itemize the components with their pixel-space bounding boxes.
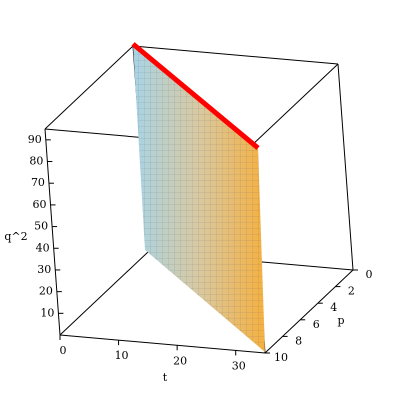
z-tick-label: 40 — [36, 241, 50, 254]
x-tick-label: 0 — [60, 344, 67, 357]
box-edge — [59, 251, 149, 336]
z-tick-label: 90 — [28, 133, 42, 146]
y-tick-label: 8 — [295, 334, 302, 347]
y-tick-label: 0 — [366, 268, 373, 281]
z-tick-label: 10 — [40, 306, 54, 319]
z-tick-label: 20 — [39, 285, 53, 298]
box-edge — [44, 45, 134, 130]
surface-mesh — [133, 44, 265, 352]
box-edge — [264, 269, 354, 354]
box-edge — [44, 128, 61, 336]
x-tick-label: 20 — [173, 354, 187, 367]
x-tick-label: 30 — [232, 359, 246, 372]
z-tick-label: 70 — [31, 176, 45, 189]
box-edge — [337, 63, 354, 271]
z-tick-label: 60 — [33, 198, 47, 211]
y-tick-label: 6 — [313, 318, 320, 331]
z-tick-label: 50 — [34, 220, 48, 233]
box-edge — [132, 45, 339, 65]
box-edge — [249, 63, 339, 148]
surface-edge — [131, 42, 260, 150]
z-tick-label: 80 — [29, 155, 43, 168]
z-tick-label: 30 — [37, 263, 51, 276]
y-tick-label: 4 — [330, 301, 337, 314]
y-tick-label: 10 — [274, 351, 288, 364]
x-axis-label: t — [163, 371, 168, 384]
z-axis-label: q^2 — [4, 230, 27, 243]
box-edge — [59, 334, 266, 354]
y-axis-label: p — [337, 314, 344, 327]
y-tick-label: 2 — [348, 285, 355, 298]
x-tick-label: 10 — [115, 349, 129, 362]
